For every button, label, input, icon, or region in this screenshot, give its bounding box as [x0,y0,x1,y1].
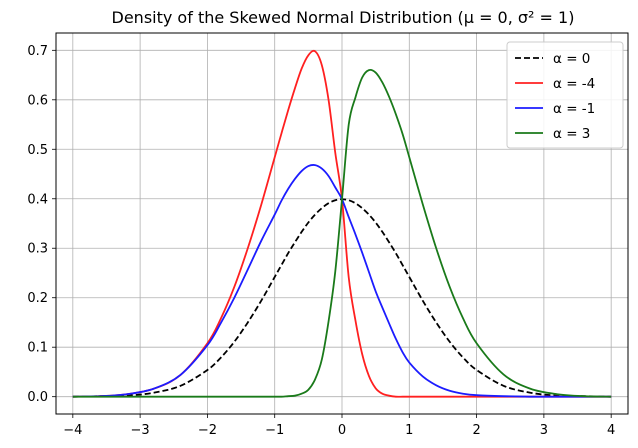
legend-box [506,41,624,149]
y-tick-label: 0.6 [27,93,48,108]
x-tick-label: 3 [540,423,548,438]
legend: α = 0 α = -4 α = -1 α = 3 [506,41,624,149]
x-tick-label: −3 [131,423,150,438]
series-line-3 [72,68,612,398]
y-tick-label: 0.2 [27,291,48,306]
y-tick-label: 0.1 [27,341,48,356]
y-tick-label: 0.5 [27,143,48,158]
x-tick-label: 2 [472,423,480,438]
x-tick-label: −4 [63,423,82,438]
y-tick-label: 0.0 [27,390,48,405]
legend-label: α = -4 [553,76,595,92]
chart-title: Density of the Skewed Normal Distributio… [112,8,575,27]
x-tick-label: 1 [405,423,413,438]
x-tick-label: −2 [198,423,217,438]
y-tick-label: 0.4 [27,192,48,207]
legend-label: α = -1 [553,101,595,117]
y-tick-label: 0.3 [27,242,48,257]
x-tick-label: −1 [265,423,284,438]
axis-ticks: −4 −3 −2 −1 0 1 2 3 4 0.0 0.1 0.2 0.3 0.4 0.5 0.6 0.7 [27,44,615,438]
series-lines [72,49,612,398]
y-tick-label: 0.7 [27,44,48,59]
x-tick-label: 4 [607,423,615,438]
x-tick-label: 0 [338,423,346,438]
legend-label: α = 0 [553,51,590,67]
legend-label: α = 3 [553,126,590,142]
